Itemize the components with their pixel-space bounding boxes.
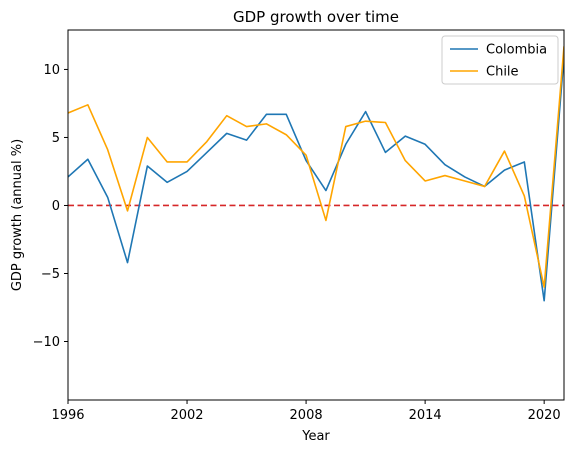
legend: Colombia Chile [441, 35, 559, 85]
y-tick-label: 10 [43, 63, 60, 78]
y-tick-label: −10 [33, 335, 60, 350]
legend-box [441, 35, 559, 85]
x-axis: 1996 2002 2008 2014 2020 [51, 400, 561, 423]
series-line-chile [68, 46, 564, 288]
x-tick-label: 2002 [170, 408, 203, 423]
chart-title: GDP growth over time [233, 8, 399, 26]
y-tick-label: 5 [52, 131, 60, 146]
x-tick-label: 2014 [409, 408, 442, 423]
y-axis: −10 −5 0 5 10 [33, 63, 68, 350]
legend-label-chile: Chile [486, 65, 519, 80]
y-tick-label: −5 [41, 267, 60, 282]
x-tick-label: 2008 [290, 408, 323, 423]
legend-label-colombia: Colombia [486, 43, 547, 58]
x-tick-label: 2020 [528, 408, 561, 423]
plot-marks [68, 46, 564, 302]
y-tick-label: 0 [52, 199, 60, 214]
y-axis-label: GDP growth (annual %) [10, 139, 25, 291]
x-tick-label: 1996 [51, 408, 84, 423]
plot-frame [67, 29, 565, 401]
x-axis-label: Year [301, 429, 330, 444]
